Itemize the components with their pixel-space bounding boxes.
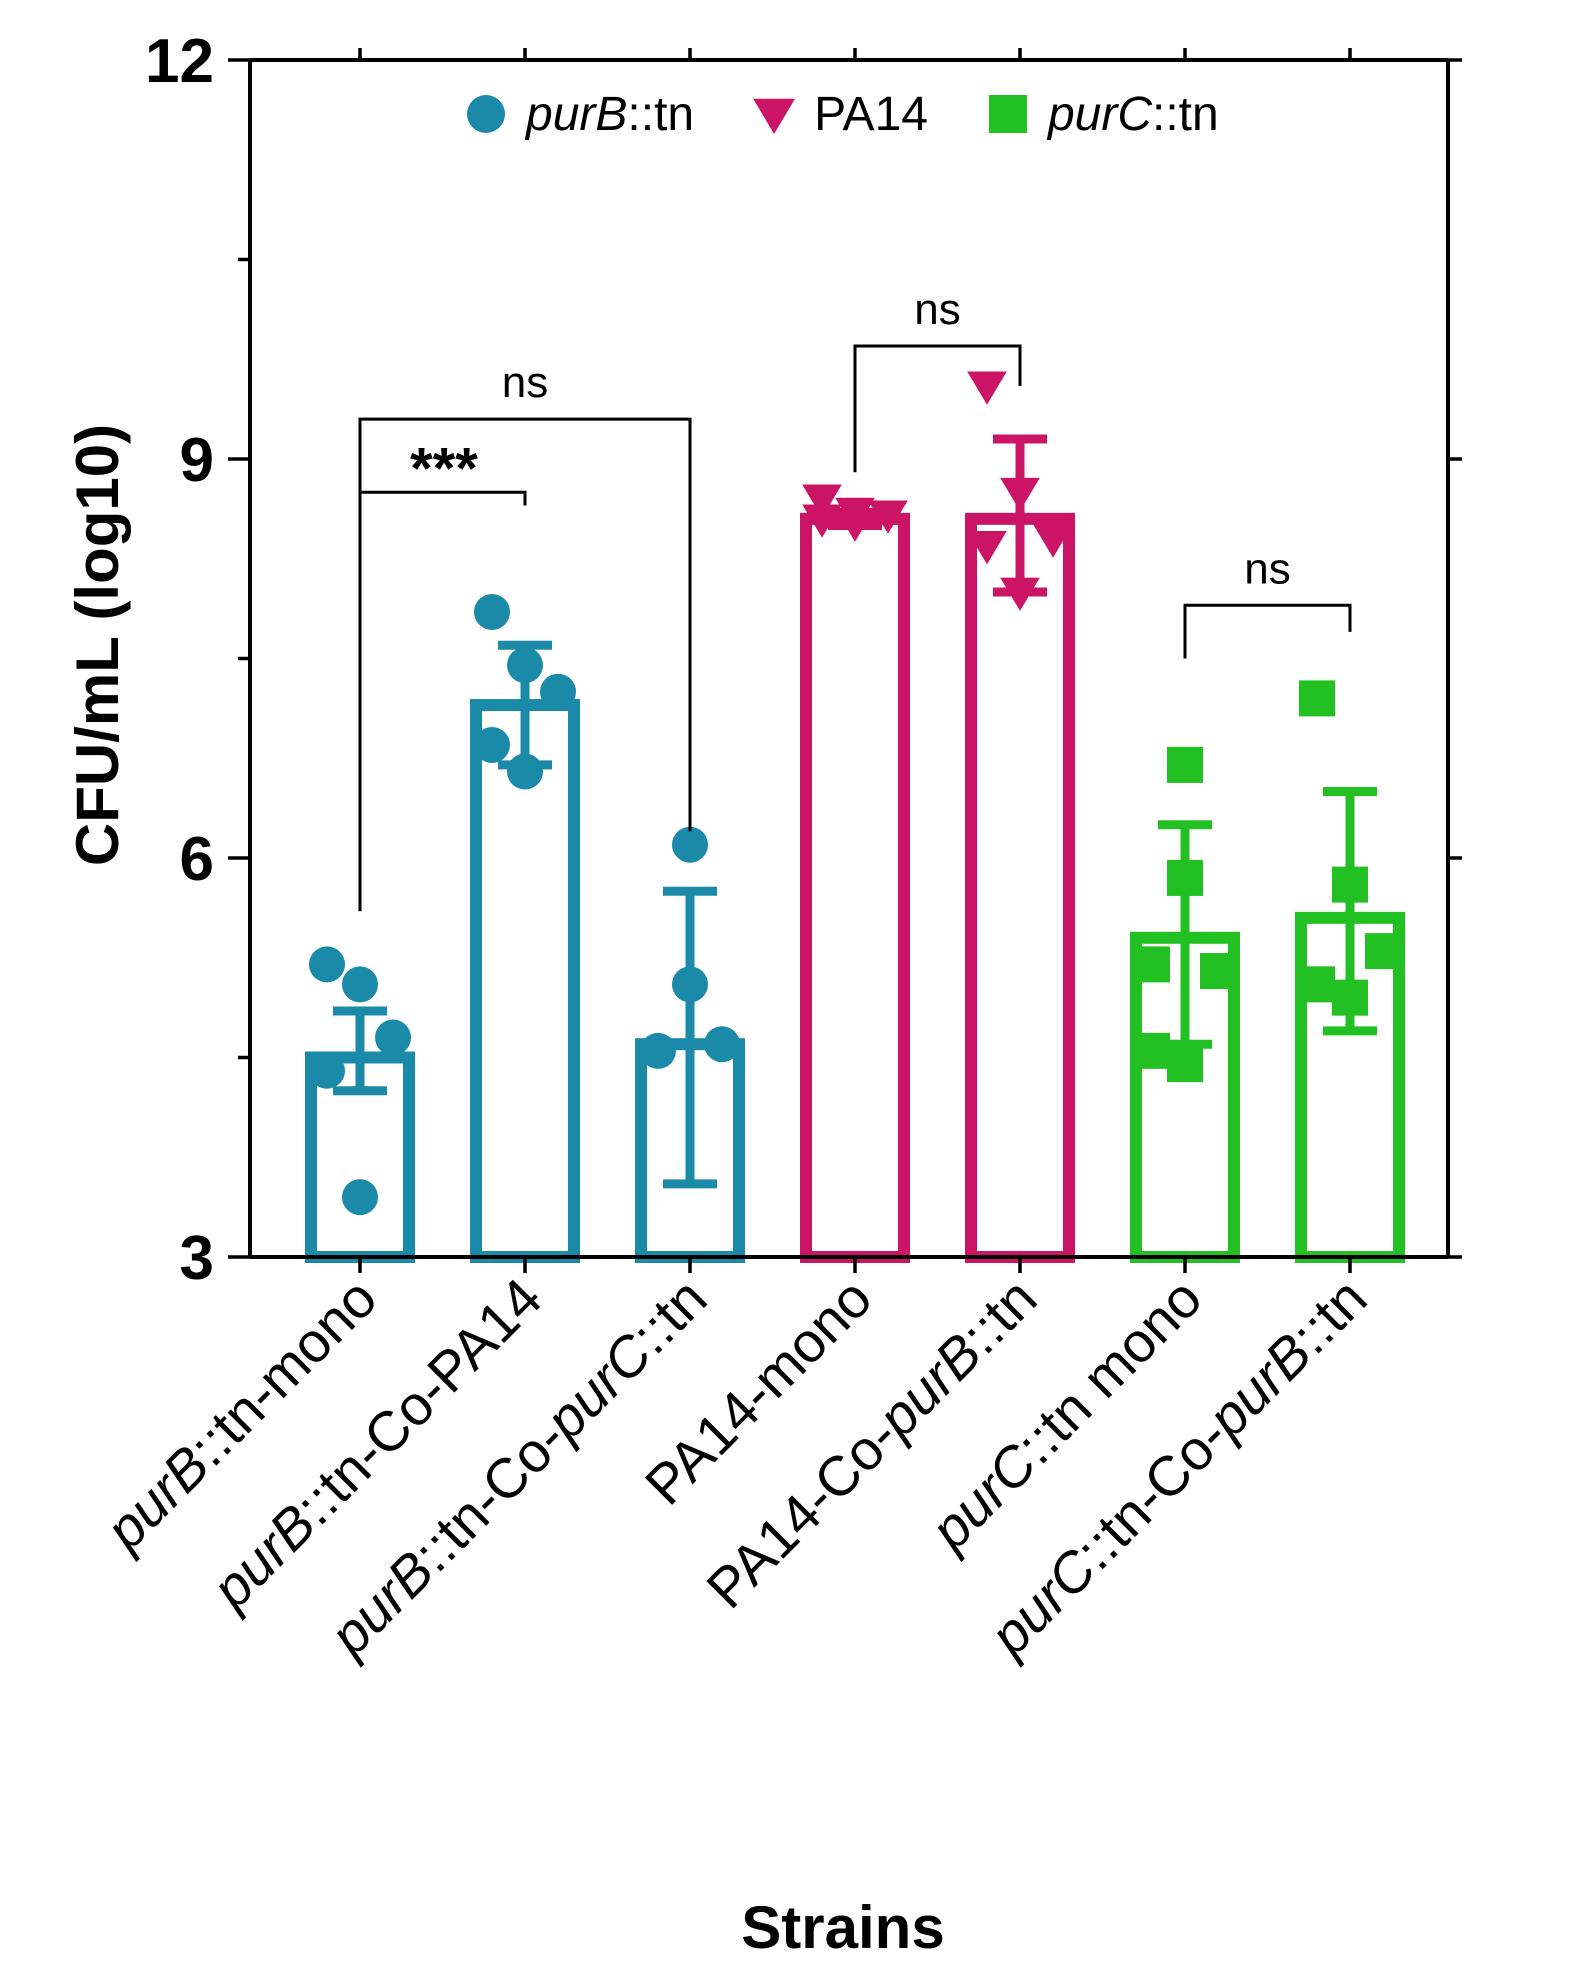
significance-bracket bbox=[853, 344, 1022, 473]
significance-bracket bbox=[360, 490, 527, 506]
legend-marker bbox=[467, 95, 505, 133]
bar-series bbox=[305, 512, 1405, 1263]
y-tick-label: 12 bbox=[145, 27, 214, 96]
data-point bbox=[1134, 1032, 1170, 1069]
legend-entry-label: purB::tn bbox=[524, 88, 694, 141]
data-point bbox=[967, 371, 1007, 405]
significance-label: ns bbox=[1244, 544, 1290, 593]
data-point bbox=[375, 1019, 411, 1056]
legend-entry-name: purC bbox=[1046, 88, 1152, 141]
data-point bbox=[1033, 524, 1073, 558]
data-point bbox=[507, 647, 543, 684]
data-point bbox=[1167, 746, 1203, 783]
data-point bbox=[1167, 1046, 1203, 1083]
bar bbox=[965, 512, 1075, 1263]
data-point bbox=[1167, 859, 1203, 896]
data-point bbox=[704, 1026, 740, 1063]
error-bars bbox=[333, 434, 1377, 1189]
axes bbox=[248, 48, 1450, 1273]
y-tick-label: 9 bbox=[180, 426, 214, 495]
significance-bracket bbox=[1183, 603, 1352, 659]
data-points bbox=[309, 371, 1401, 1216]
legend-entry-suffix: ::tn bbox=[1152, 88, 1219, 141]
x-axis-title: Strains bbox=[741, 1894, 944, 1961]
data-point bbox=[967, 531, 1007, 565]
data-point bbox=[474, 726, 510, 763]
data-point bbox=[1000, 577, 1040, 611]
data-point bbox=[672, 826, 708, 863]
legend-entry-suffix: ::tn bbox=[627, 88, 694, 141]
significance-label: ns bbox=[914, 285, 960, 334]
data-point bbox=[1299, 966, 1335, 1003]
x-axis-category-labels: purB::tn-monopurB::tn-Co-PA14purB::tn-Co… bbox=[92, 1266, 1379, 1668]
legend-entry-name: purB bbox=[524, 88, 627, 141]
data-point bbox=[342, 1179, 378, 1216]
data-point bbox=[342, 966, 378, 1003]
significance-bracket bbox=[358, 417, 692, 912]
data-point bbox=[1332, 979, 1368, 1016]
data-point bbox=[1332, 866, 1368, 903]
data-point bbox=[540, 673, 576, 710]
significance-annotations: *** ns ns ns bbox=[358, 285, 1352, 912]
data-point bbox=[1000, 477, 1040, 512]
legend: purB::tn PA14 purC::tn bbox=[467, 88, 1219, 141]
legend-entry-label: PA14 bbox=[814, 88, 928, 141]
data-point bbox=[640, 1032, 676, 1069]
data-point bbox=[309, 1052, 345, 1089]
bar bbox=[800, 512, 910, 1263]
y-axis-title: CFU/mL (log10) bbox=[64, 424, 131, 866]
data-point bbox=[1365, 933, 1401, 970]
data-point bbox=[1299, 680, 1335, 717]
legend-marker bbox=[988, 95, 1027, 133]
significance-label: *** bbox=[410, 436, 478, 501]
y-tick-label: 6 bbox=[180, 825, 214, 894]
data-point bbox=[474, 593, 510, 630]
data-point bbox=[1200, 953, 1236, 990]
data-point bbox=[868, 500, 908, 534]
legend-entry-label: purC::tn bbox=[1046, 88, 1219, 141]
legend-marker bbox=[753, 98, 795, 134]
legend-entry-name: PA14 bbox=[814, 88, 928, 141]
data-point bbox=[802, 504, 842, 538]
data-point bbox=[309, 946, 345, 983]
significance-label: ns bbox=[502, 358, 548, 407]
y-tick-label: 3 bbox=[180, 1224, 214, 1293]
data-point bbox=[672, 966, 708, 1003]
data-point bbox=[1134, 946, 1170, 983]
data-point bbox=[507, 753, 543, 790]
data-point bbox=[835, 508, 875, 542]
data-point bbox=[802, 484, 842, 518]
